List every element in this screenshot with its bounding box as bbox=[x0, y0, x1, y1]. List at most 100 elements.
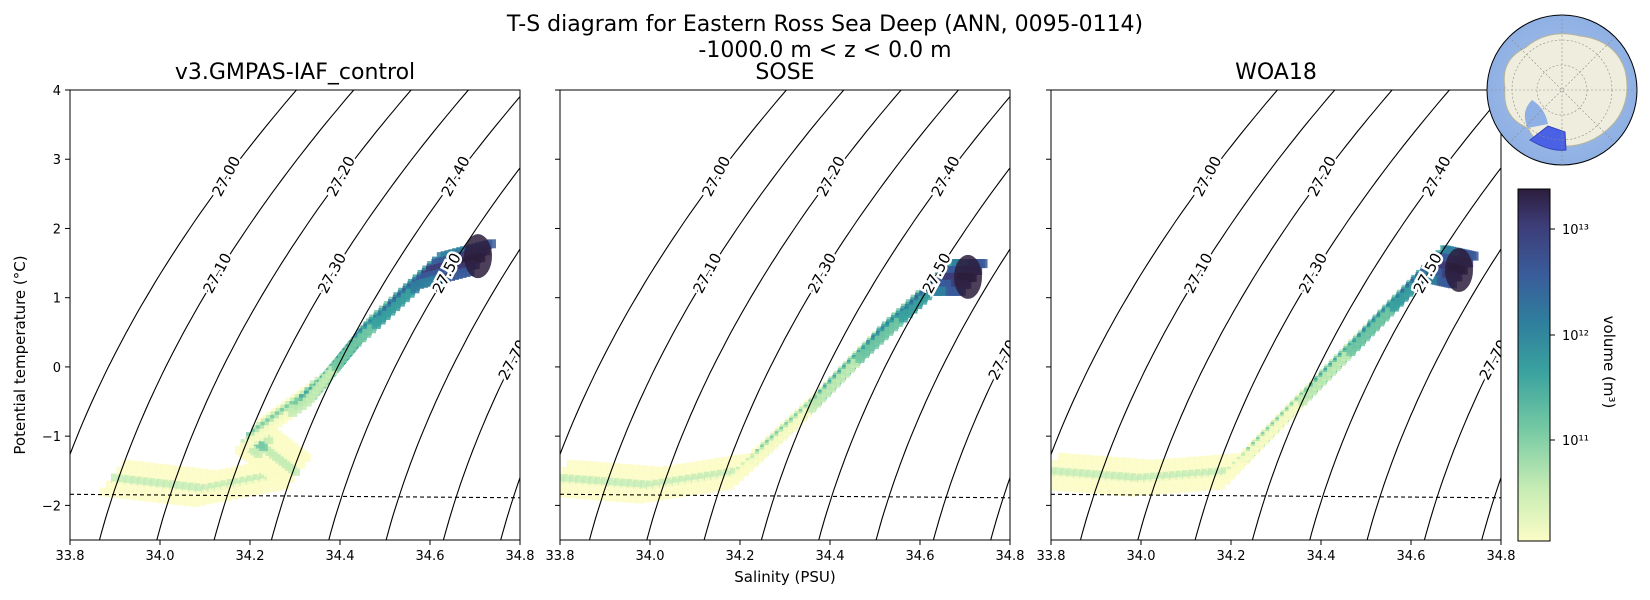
isopycnal-line bbox=[588, 90, 845, 540]
figure-title-line1: T-S diagram for Eastern Ross Sea Deep (A… bbox=[506, 12, 1144, 37]
volume-cell bbox=[1283, 411, 1293, 421]
volume-cell bbox=[612, 470, 622, 480]
volume-cell bbox=[1090, 462, 1100, 472]
isopycnal-label: 27.10 bbox=[689, 250, 725, 296]
volume-cell bbox=[1184, 483, 1194, 493]
isopycnal-label: 27.20 bbox=[813, 153, 849, 199]
volume-cell bbox=[845, 363, 855, 373]
volume-cell bbox=[695, 460, 705, 470]
volume-cell bbox=[405, 288, 415, 298]
volume-cell bbox=[656, 466, 666, 476]
volume-cell bbox=[158, 494, 168, 504]
volume-cell bbox=[1278, 416, 1288, 426]
volume-cell bbox=[1312, 381, 1322, 391]
x-tick-label: 34.4 bbox=[326, 549, 355, 564]
volume-cell bbox=[1169, 471, 1179, 481]
volume-cell bbox=[154, 471, 164, 481]
volume-cell bbox=[1100, 485, 1110, 495]
x-tick-label: 34.6 bbox=[416, 549, 445, 564]
volume-cell bbox=[1168, 464, 1178, 474]
volume-cell bbox=[1097, 463, 1107, 473]
volume-cell bbox=[672, 482, 682, 492]
volume-cell bbox=[637, 465, 647, 475]
volume-cell bbox=[249, 435, 259, 445]
volume-cell bbox=[1218, 454, 1228, 464]
volume-cell bbox=[1317, 376, 1327, 386]
volume-cell bbox=[1129, 465, 1139, 475]
volume-cell bbox=[100, 487, 110, 497]
isopycnal-line bbox=[1423, 345, 1501, 540]
volume-cell bbox=[1086, 477, 1096, 487]
volume-cell bbox=[1179, 457, 1189, 467]
volume-cell bbox=[192, 468, 202, 478]
volume-cell bbox=[1149, 472, 1159, 482]
volume-cell bbox=[259, 428, 269, 438]
volume-cell bbox=[644, 473, 654, 483]
volume-cell bbox=[1469, 251, 1479, 261]
isopycnal-line bbox=[98, 90, 355, 540]
volume-cell bbox=[235, 446, 245, 455]
volume-cell bbox=[131, 483, 141, 493]
volume-cell bbox=[682, 462, 692, 472]
volume-cell bbox=[1161, 465, 1171, 475]
volume-cell bbox=[1235, 460, 1245, 470]
volume-cell bbox=[1087, 484, 1097, 494]
volume-cell bbox=[758, 449, 768, 459]
freezing-line bbox=[70, 493, 520, 499]
volume-cell bbox=[643, 465, 653, 475]
y-axis-label: Potential temperature (°C) bbox=[11, 255, 29, 454]
volume-cell bbox=[1058, 460, 1068, 470]
volume-cell bbox=[237, 465, 247, 475]
volume-cell bbox=[213, 481, 223, 491]
volume-cell bbox=[174, 473, 184, 483]
volume-cell bbox=[773, 436, 783, 446]
volume-cell bbox=[1203, 481, 1213, 491]
volume-cell bbox=[708, 458, 718, 468]
volume-cell bbox=[193, 475, 203, 485]
volume-cell bbox=[898, 313, 908, 323]
volume-cell bbox=[618, 463, 628, 473]
volume-cell bbox=[705, 483, 715, 493]
volume-cell bbox=[1389, 302, 1399, 312]
isopycnal-line bbox=[213, 90, 469, 540]
volume-cell bbox=[198, 468, 208, 478]
volume-cell bbox=[1148, 466, 1158, 476]
volume-cell bbox=[1160, 458, 1170, 468]
volume-cell bbox=[686, 486, 696, 496]
volume-cell bbox=[181, 481, 191, 491]
volume-cell bbox=[908, 304, 918, 314]
volume-cell bbox=[149, 478, 159, 488]
volume-cell bbox=[1080, 476, 1090, 486]
volume-cell bbox=[203, 495, 213, 505]
volume-cell bbox=[697, 472, 707, 482]
volume-cell bbox=[601, 477, 610, 487]
volume-cell bbox=[792, 418, 802, 428]
axes-frame bbox=[69, 89, 521, 541]
volume-cell bbox=[1193, 462, 1203, 472]
volume-cell bbox=[1068, 483, 1078, 493]
volume-cell bbox=[922, 291, 932, 301]
volume-cell bbox=[1053, 467, 1063, 477]
volume-cell bbox=[689, 467, 699, 477]
volume-cell bbox=[132, 491, 142, 501]
volume-cell bbox=[826, 383, 836, 393]
volume-cell bbox=[162, 479, 172, 489]
volume-cell bbox=[352, 337, 362, 347]
volume-cell bbox=[1288, 406, 1298, 416]
volume-cell bbox=[1216, 480, 1226, 490]
volume-cell bbox=[1085, 469, 1095, 479]
volume-cell bbox=[727, 455, 737, 465]
volume-cell bbox=[240, 482, 250, 492]
volume-cell bbox=[1194, 469, 1204, 479]
volume-cell bbox=[978, 259, 988, 269]
volume-cell bbox=[596, 491, 606, 501]
volume-cell bbox=[1074, 483, 1084, 493]
x-tick-label: 34.8 bbox=[1487, 549, 1516, 564]
volume-cell bbox=[1118, 479, 1128, 489]
volume-cell bbox=[654, 491, 664, 501]
volume-cell bbox=[579, 460, 589, 470]
x-tick-label: 34.4 bbox=[816, 549, 845, 564]
volume-cell bbox=[665, 477, 675, 487]
volume-cell bbox=[1106, 486, 1116, 496]
